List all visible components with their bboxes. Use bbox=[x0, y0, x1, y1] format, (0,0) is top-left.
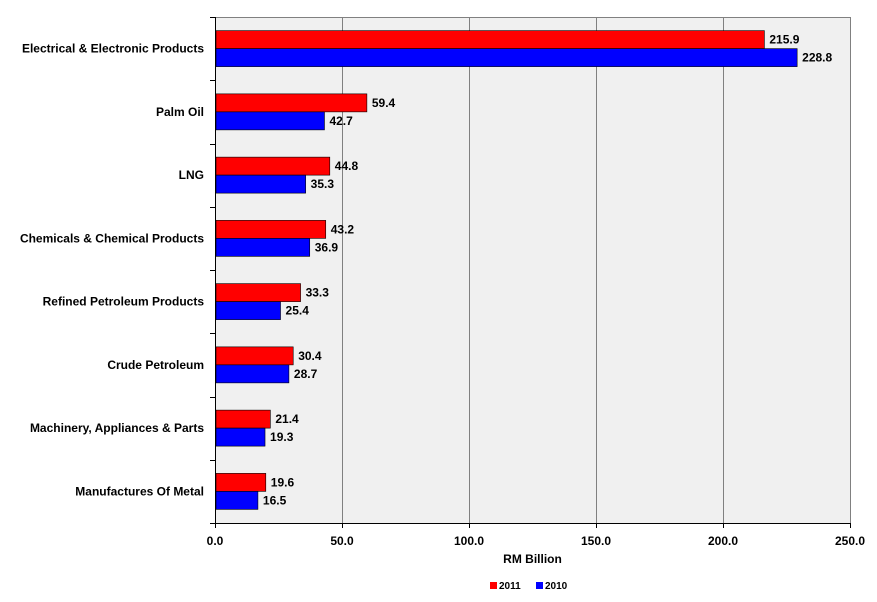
data-label-2011: 215.9 bbox=[769, 33, 799, 47]
data-label-2010: 36.9 bbox=[315, 240, 339, 254]
legend-label-2010: 2010 bbox=[545, 581, 568, 592]
category-label: LNG bbox=[179, 168, 204, 182]
bar-2010 bbox=[215, 48, 798, 67]
bar-2010 bbox=[215, 427, 266, 447]
x-tick-label: 150.0 bbox=[581, 534, 611, 548]
data-label-2010: 25.4 bbox=[286, 304, 310, 318]
plot-area bbox=[215, 17, 850, 523]
category-label: Palm Oil bbox=[156, 105, 204, 119]
x-axis-title: RM Billion bbox=[503, 552, 562, 566]
bar-2010 bbox=[215, 364, 290, 384]
x-tick-label: 0.0 bbox=[207, 534, 224, 548]
bar-2011 bbox=[215, 409, 271, 429]
data-label-2011: 33.3 bbox=[306, 286, 330, 300]
bar-2011 bbox=[215, 30, 765, 49]
legend-swatch-2010 bbox=[536, 582, 543, 589]
bar-2011 bbox=[215, 346, 294, 366]
data-label-2011: 30.4 bbox=[298, 349, 322, 363]
data-label-2010: 35.3 bbox=[311, 177, 335, 191]
x-tick-label: 50.0 bbox=[330, 534, 354, 548]
data-label-2010: 228.8 bbox=[802, 51, 832, 65]
x-tick-label: 100.0 bbox=[454, 534, 484, 548]
category-label: Refined Petroleum Products bbox=[43, 295, 205, 309]
category-label: Crude Petroleum bbox=[107, 358, 204, 372]
bar-2011 bbox=[215, 156, 331, 176]
bar-2011 bbox=[215, 473, 267, 492]
data-label-2011: 44.8 bbox=[335, 159, 359, 173]
bar-2010 bbox=[215, 111, 325, 131]
data-label-2011: 19.6 bbox=[271, 475, 295, 489]
bar-2011 bbox=[215, 220, 327, 239]
category-label: Manufactures Of Metal bbox=[75, 484, 204, 498]
x-tick-label: 200.0 bbox=[708, 534, 738, 548]
category-label: Electrical & Electronic Products bbox=[22, 42, 204, 56]
data-label-2011: 59.4 bbox=[372, 96, 396, 110]
x-tick-label: 250.0 bbox=[835, 534, 865, 548]
data-label-2010: 42.7 bbox=[329, 114, 353, 128]
data-label-2010: 19.3 bbox=[270, 430, 294, 444]
data-label-2010: 16.5 bbox=[263, 493, 287, 507]
data-label-2011: 21.4 bbox=[275, 412, 299, 426]
bar-2011 bbox=[215, 283, 301, 302]
category-label: Chemicals & Chemical Products bbox=[20, 231, 204, 245]
bar-2010 bbox=[215, 301, 281, 320]
legend-label-2011: 2011 bbox=[499, 581, 521, 592]
legend-swatch-2011 bbox=[490, 582, 497, 589]
bar-2010 bbox=[215, 491, 259, 510]
bar-2010 bbox=[215, 174, 306, 194]
data-label-2011: 43.2 bbox=[331, 222, 355, 236]
bar-2011 bbox=[215, 93, 368, 113]
data-label-2010: 28.7 bbox=[294, 367, 318, 381]
bar-2010 bbox=[215, 238, 311, 257]
category-label: Machinery, Appliances & Parts bbox=[30, 421, 204, 435]
